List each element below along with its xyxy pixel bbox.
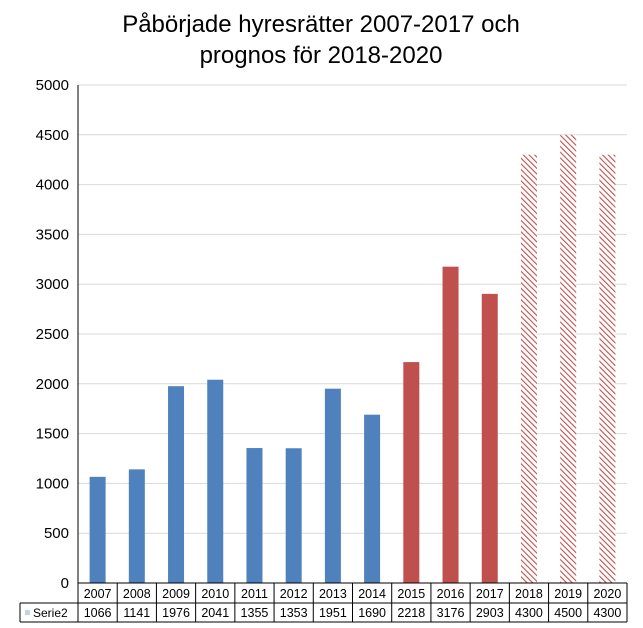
bar-2019 bbox=[560, 134, 577, 584]
y-tick-label: 4000 bbox=[36, 177, 69, 194]
y-tick-label: 2500 bbox=[36, 326, 69, 343]
y-tick-label: 4500 bbox=[36, 127, 69, 144]
bar-2020 bbox=[599, 154, 616, 583]
x-category-label: 2008 bbox=[123, 587, 151, 601]
y-tick-label: 0 bbox=[61, 575, 69, 592]
legend-key bbox=[25, 610, 30, 615]
x-category-label: 2014 bbox=[358, 587, 386, 601]
chart-title-line-2: prognos för 2018-2020 bbox=[200, 42, 443, 69]
y-tick-label: 3000 bbox=[36, 276, 69, 293]
x-category-label: 2016 bbox=[437, 587, 465, 601]
y-tick-label: 2000 bbox=[36, 376, 69, 393]
bar-2018 bbox=[520, 154, 537, 583]
gridlines bbox=[78, 84, 627, 534]
data-value-label: 2041 bbox=[201, 606, 229, 620]
data-value-label: 3176 bbox=[437, 606, 465, 620]
legend-series-name: Serie2 bbox=[33, 606, 68, 620]
data-value-label: 4500 bbox=[554, 606, 582, 620]
data-value-label: 1141 bbox=[123, 606, 150, 620]
data-value-label: 1951 bbox=[319, 606, 347, 620]
x-category-label: 2017 bbox=[476, 587, 504, 601]
y-tick-label: 500 bbox=[44, 525, 69, 542]
x-category-label: 2012 bbox=[280, 587, 308, 601]
bar-2011 bbox=[246, 448, 263, 583]
data-value-label: 4300 bbox=[515, 606, 543, 620]
x-category-label: 2020 bbox=[593, 587, 621, 601]
data-value-label: 2903 bbox=[476, 606, 504, 620]
bar-2009 bbox=[168, 386, 185, 583]
bar-2008 bbox=[128, 469, 145, 583]
bars bbox=[89, 134, 616, 584]
y-tick-label: 1500 bbox=[36, 426, 69, 443]
bar-2016 bbox=[442, 266, 459, 583]
chart-title-line-1: Påbörjade hyresrätter 2007-2017 och bbox=[122, 11, 520, 38]
data-value-label: 1690 bbox=[358, 606, 386, 620]
x-category-label: 2009 bbox=[162, 587, 190, 601]
data-value-label: 1066 bbox=[84, 606, 112, 620]
x-category-label: 2013 bbox=[319, 587, 347, 601]
bar-2010 bbox=[207, 379, 224, 583]
y-tick-label: 3500 bbox=[36, 226, 69, 243]
data-table: Serie2 2007 1066 2008 1141 2009 1976 2010 2041 20… bbox=[19, 583, 628, 623]
x-category-label: 2011 bbox=[241, 587, 268, 601]
y-tick-label: 5000 bbox=[36, 77, 69, 94]
bar-2007 bbox=[89, 476, 106, 583]
bar-2012 bbox=[285, 448, 302, 583]
bar-2014 bbox=[364, 414, 381, 583]
y-axis-ticks: 0 500 1000 1500 2000 2500 3000 3500 4000 4500 5000 bbox=[36, 77, 69, 592]
data-value-label: 4300 bbox=[593, 606, 621, 620]
bar-2015 bbox=[403, 362, 420, 583]
x-category-label: 2019 bbox=[554, 587, 582, 601]
x-category-label: 2010 bbox=[201, 587, 229, 601]
bar-2017 bbox=[481, 293, 498, 583]
bar-2013 bbox=[324, 388, 341, 583]
y-tick-label: 1000 bbox=[36, 475, 69, 492]
x-category-label: 2015 bbox=[397, 587, 425, 601]
data-value-label: 1353 bbox=[280, 606, 308, 620]
data-value-label: 2218 bbox=[397, 606, 425, 620]
x-category-label: 2007 bbox=[84, 587, 112, 601]
x-category-label: 2018 bbox=[515, 587, 543, 601]
data-value-label: 1976 bbox=[162, 606, 190, 620]
data-value-label: 1355 bbox=[241, 606, 269, 620]
